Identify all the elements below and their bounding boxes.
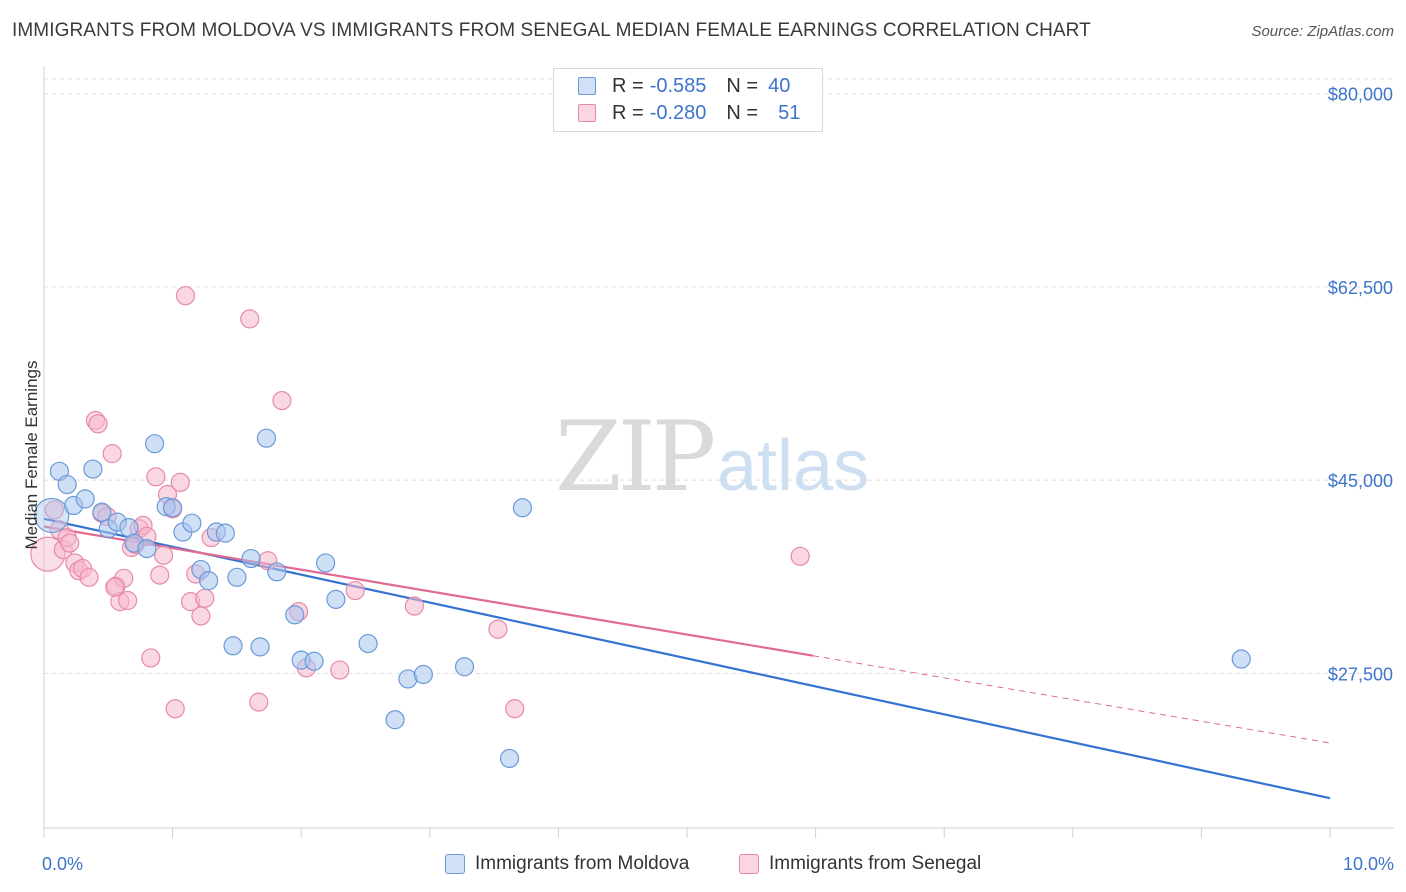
point-senegal bbox=[790, 546, 810, 566]
point-senegal bbox=[44, 500, 64, 520]
legend-row-moldova: R = -0.585 N = 40 bbox=[578, 73, 790, 99]
point-senegal bbox=[191, 606, 211, 626]
point-moldova bbox=[75, 489, 95, 509]
point-senegal bbox=[272, 391, 292, 411]
x-ticks bbox=[43, 828, 1331, 838]
chart-title: IMMIGRANTS FROM MOLDOVA VS IMMIGRANTS FR… bbox=[12, 20, 1091, 41]
point-senegal bbox=[102, 444, 122, 464]
trend-line-senegal-extension bbox=[812, 655, 1331, 744]
gridlines bbox=[44, 78, 1394, 674]
point-moldova bbox=[385, 710, 405, 730]
point-senegal bbox=[153, 545, 174, 565]
point-senegal bbox=[170, 472, 190, 492]
point-senegal bbox=[79, 567, 99, 587]
trend-line-moldova bbox=[43, 517, 1331, 800]
legend-n-label: N = bbox=[726, 101, 759, 124]
point-moldova bbox=[304, 651, 324, 671]
trend-lines bbox=[43, 517, 1331, 800]
point-moldova bbox=[285, 605, 305, 625]
bottom-legend-label-moldova: Immigrants from Moldova bbox=[475, 853, 690, 874]
point-senegal bbox=[404, 596, 424, 616]
point-senegal bbox=[165, 699, 185, 719]
point-moldova bbox=[499, 748, 520, 769]
legend-row-senegal: R = -0.280 N = 51 bbox=[578, 100, 800, 126]
point-moldova bbox=[137, 538, 157, 559]
legend-n-value-senegal: 51 bbox=[778, 101, 801, 124]
watermark: ZIP atlas bbox=[555, 401, 869, 513]
point-moldova bbox=[256, 428, 277, 448]
point-moldova bbox=[92, 502, 112, 522]
x-tick-label-max: 10.0% bbox=[1343, 854, 1394, 874]
point-senegal bbox=[195, 588, 215, 608]
legend-n-label: N = bbox=[726, 74, 759, 97]
point-senegal bbox=[117, 590, 138, 611]
y-axis-title: Median Female Earnings bbox=[22, 360, 41, 550]
point-moldova bbox=[144, 434, 165, 454]
y-tick-label: $45,000 bbox=[1328, 471, 1393, 491]
point-senegal bbox=[88, 414, 108, 434]
legend-swatch-moldova bbox=[578, 77, 596, 95]
point-senegal bbox=[330, 660, 350, 680]
point-moldova bbox=[454, 657, 475, 677]
point-moldova bbox=[326, 589, 346, 610]
point-moldova bbox=[1231, 649, 1251, 669]
point-moldova bbox=[163, 498, 183, 518]
bottom-legend-swatch-senegal bbox=[739, 854, 759, 874]
point-moldova bbox=[57, 474, 77, 495]
x-tick-labels: 0.0% 10.0% bbox=[42, 854, 1394, 874]
axes bbox=[43, 66, 1394, 829]
point-moldova bbox=[250, 637, 270, 657]
legend-r-value-senegal: -0.280 bbox=[649, 101, 707, 124]
point-senegal bbox=[488, 619, 508, 639]
point-senegal bbox=[345, 580, 365, 601]
correlation-legend: R = -0.585 N = 40 R = -0.280 N = 51 bbox=[553, 68, 823, 132]
point-moldova bbox=[358, 633, 378, 654]
point-moldova bbox=[215, 523, 235, 543]
point-senegal bbox=[146, 467, 166, 487]
bottom-legend-label-senegal: Immigrants from Senegal bbox=[769, 853, 982, 874]
x-tick-label-min: 0.0% bbox=[42, 854, 83, 874]
watermark-zip: ZIP bbox=[555, 401, 714, 513]
point-moldova bbox=[316, 553, 336, 573]
legend-swatch-senegal bbox=[578, 104, 596, 122]
point-senegal bbox=[141, 648, 161, 668]
y-tick-label: $62,500 bbox=[1328, 278, 1393, 298]
legend-r-label: R = bbox=[612, 101, 644, 124]
point-moldova bbox=[34, 497, 70, 534]
point-moldova bbox=[83, 459, 103, 479]
point-moldova bbox=[182, 513, 202, 533]
legend-n-value-moldova: 40 bbox=[768, 74, 791, 97]
legend-r-label: R = bbox=[612, 74, 644, 97]
y-tick-label: $80,000 bbox=[1328, 85, 1393, 105]
legend-r-value-moldova: -0.585 bbox=[649, 74, 707, 97]
bottom-legend-swatch-moldova bbox=[445, 854, 465, 874]
point-senegal bbox=[175, 286, 196, 306]
point-senegal bbox=[240, 309, 260, 329]
trend-line-senegal bbox=[43, 525, 814, 657]
y-tick-label: $27,500 bbox=[1328, 664, 1393, 684]
point-moldova bbox=[241, 548, 261, 569]
point-moldova bbox=[199, 571, 219, 591]
point-senegal bbox=[150, 565, 170, 585]
point-moldova bbox=[267, 562, 287, 582]
point-moldova bbox=[413, 664, 433, 685]
y-tick-labels: $80,000 $62,500 $45,000 $27,500 bbox=[1328, 85, 1393, 685]
point-senegal bbox=[249, 692, 269, 712]
point-senegal bbox=[60, 533, 80, 553]
point-moldova bbox=[227, 567, 247, 587]
point-senegal bbox=[505, 699, 525, 719]
point-moldova bbox=[512, 498, 532, 518]
bottom-legend-moldova: Immigrants from Moldova bbox=[445, 852, 689, 876]
point-moldova bbox=[223, 636, 243, 656]
point-senegal bbox=[105, 577, 125, 597]
data-points bbox=[30, 286, 1251, 769]
watermark-atlas: atlas bbox=[717, 426, 869, 506]
source-label: Source: ZipAtlas.com bbox=[1251, 23, 1394, 40]
bottom-legend-senegal: Immigrants from Senegal bbox=[739, 852, 981, 876]
